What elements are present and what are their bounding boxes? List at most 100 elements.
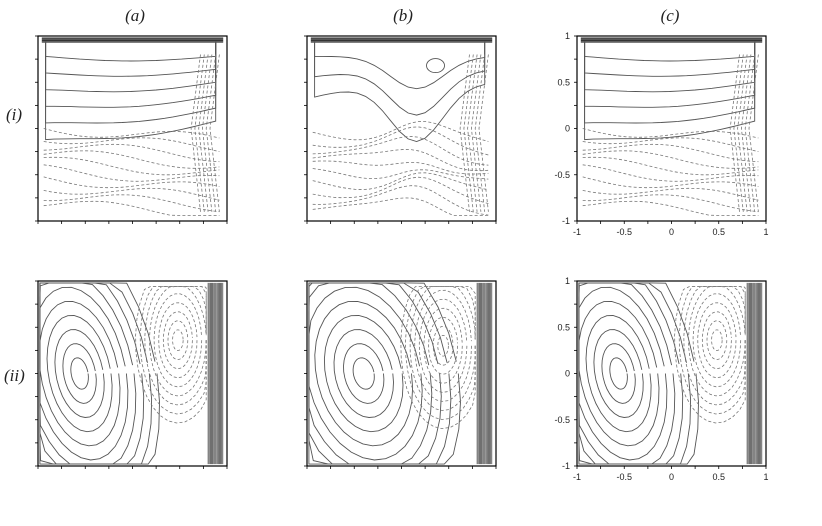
contour-panel-ii-a <box>35 280 228 469</box>
solid-streamline <box>308 282 461 465</box>
contour-lines <box>578 282 763 465</box>
dashed-streamline <box>409 286 476 411</box>
solid-streamline <box>54 329 105 418</box>
dashed-streamline <box>43 164 220 182</box>
dashed-streamline <box>312 148 489 172</box>
solid-streamline <box>39 282 160 465</box>
dashed-streamline <box>582 176 759 189</box>
solid-streamline <box>45 41 217 93</box>
panel-frame <box>37 280 228 467</box>
dashed-streamline <box>432 326 454 366</box>
x-tick-label: 1 <box>763 227 768 237</box>
column-title-c: (c) <box>660 6 680 25</box>
solid-streamline <box>601 343 636 404</box>
dashed-streamline <box>437 334 449 357</box>
solid-streamline <box>308 282 452 465</box>
dashed-streamline <box>172 329 184 352</box>
contour-panel-i-c: 1 0.5 0 -0.5 -1-1 -0.5 0 0.5 1 <box>554 31 768 237</box>
dashed-streamline <box>135 286 207 424</box>
dashed-streamline <box>697 302 737 379</box>
x-tick-label: 1 <box>763 472 768 482</box>
dashed-streamline <box>312 176 489 204</box>
dashed-wall-contour <box>190 54 201 212</box>
dashed-streamline <box>312 160 489 175</box>
solid-streamline <box>593 329 644 418</box>
solid-streamline <box>584 41 756 77</box>
dashed-streamline <box>43 156 220 176</box>
contour-lines <box>41 37 224 216</box>
solid-streamline <box>323 315 404 433</box>
solid-streamline <box>45 41 217 124</box>
dashed-wall-contour <box>470 54 482 212</box>
dashed-streamline <box>414 289 472 402</box>
contour-panel-i-a <box>35 35 228 224</box>
x-tick-label: -0.5 <box>616 227 632 237</box>
column-title-a: (a) <box>125 6 145 25</box>
dashed-wall-contour <box>209 54 220 212</box>
x-tick-label: 0.5 <box>712 472 725 482</box>
dashed-streamline <box>582 194 759 213</box>
solid-streamline <box>584 41 756 62</box>
solid-streamline <box>45 41 217 141</box>
y-tick-label: -1 <box>562 461 570 471</box>
x-tick-label: -1 <box>573 472 581 482</box>
dashed-streamline <box>582 156 759 176</box>
column-title-b: (b) <box>393 6 413 25</box>
dashed-streamline <box>582 137 759 152</box>
dashed-streamline <box>312 168 489 180</box>
dashed-streamline <box>711 329 723 352</box>
solid-streamline <box>333 329 394 418</box>
y-tick-label: 0 <box>565 369 570 379</box>
y-tick-label: 1 <box>565 276 570 286</box>
solid-streamline <box>352 357 375 390</box>
dashed-streamline <box>43 137 220 152</box>
dashed-streamline <box>582 200 759 216</box>
dashed-streamline <box>43 176 220 189</box>
dashed-wall-contour <box>733 54 744 212</box>
y-tick-label: -0.5 <box>554 415 570 425</box>
dashed-wall-contour <box>744 54 756 212</box>
solid-streamline <box>70 357 89 390</box>
dashed-wall-contour <box>198 54 209 212</box>
dashed-streamline <box>582 128 759 139</box>
solid-streamline <box>45 41 217 77</box>
dashed-streamline <box>701 311 732 370</box>
solid-streamline <box>584 41 756 93</box>
dashed-streamline <box>312 197 489 216</box>
dashed-streamline <box>582 187 759 201</box>
dashed-wall-contour <box>740 54 752 212</box>
dashed-streamline <box>400 286 476 430</box>
solid-streamline <box>314 41 486 116</box>
dashed-streamline <box>162 311 193 370</box>
dashed-wall-contour <box>201 54 213 212</box>
dashed-streamline <box>418 298 468 393</box>
solid-streamline <box>609 357 628 390</box>
dashed-streamline <box>582 164 759 182</box>
dashed-streamline <box>312 121 489 142</box>
contour-lines <box>580 37 763 216</box>
solid-streamline <box>578 300 660 447</box>
solid-streamline <box>39 300 121 447</box>
dashed-wall-contour <box>478 54 489 212</box>
dashed-wall-contour <box>737 54 748 212</box>
solid-streamline <box>46 315 113 433</box>
dashed-wall-contour <box>459 54 470 212</box>
dashed-streamline <box>158 302 198 379</box>
dashed-streamline <box>43 194 220 213</box>
dashed-streamline <box>312 126 489 156</box>
solid-streamline <box>578 282 699 465</box>
dashed-wall-contour <box>194 54 205 212</box>
row-title-i: (i) <box>6 105 23 124</box>
dashed-streamline <box>312 172 489 191</box>
dashed-streamline <box>312 135 489 166</box>
solid-streamline <box>584 41 756 141</box>
x-tick-label: 0 <box>669 472 674 482</box>
panel-frame <box>576 280 767 467</box>
dashed-streamline <box>43 200 220 216</box>
dashed-streamline <box>706 320 728 361</box>
contour-panel-ii-c: 1 0.5 0 -0.5 -1-1 -0.5 0 0.5 1 <box>554 276 768 482</box>
contour-lines <box>310 37 493 216</box>
solid-streamline <box>308 286 423 461</box>
dashed-streamline <box>428 317 458 375</box>
